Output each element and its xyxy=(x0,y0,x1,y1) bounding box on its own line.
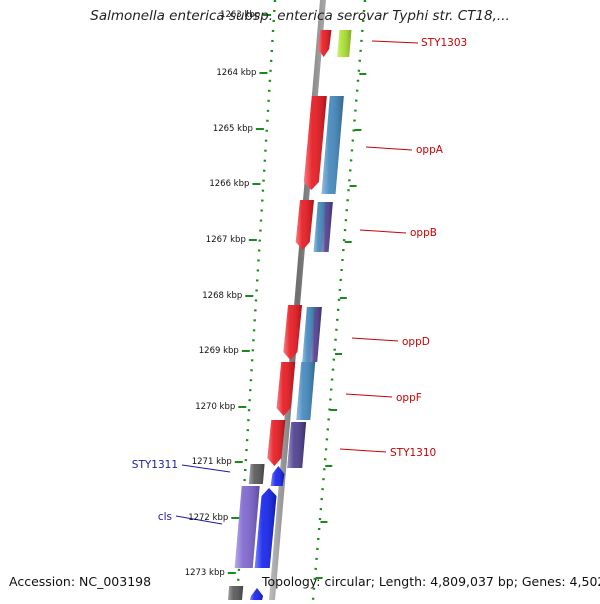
label-leader-line xyxy=(345,393,393,398)
gene-block-shade xyxy=(337,30,352,57)
label-leader-line xyxy=(365,146,413,151)
tick-label: 1269 kbp xyxy=(199,346,239,356)
label-leader-line xyxy=(359,229,407,234)
gene-label-oppa[interactable]: oppA xyxy=(416,144,444,156)
label-leader-line xyxy=(371,40,419,44)
gene-block-shade xyxy=(321,202,333,252)
gene-block-shade xyxy=(321,96,344,194)
label-leader-line xyxy=(351,337,399,342)
gene-label-sty1310[interactable]: STY1310 xyxy=(390,447,436,459)
gene-block-shade xyxy=(267,420,286,466)
gene-block-shade xyxy=(248,464,265,484)
gene-block-shade xyxy=(296,362,316,420)
gene-label-oppb[interactable]: oppB xyxy=(410,227,437,239)
tick-label: 1270 kbp xyxy=(195,402,235,412)
gene-block-shade xyxy=(250,588,264,600)
label-leader-line xyxy=(339,448,387,453)
chromosome-axis xyxy=(269,0,326,600)
sequence-title: Salmonella enterica subsp. enterica sero… xyxy=(90,8,510,24)
gene-block-shade xyxy=(295,200,314,250)
gene-block-shade xyxy=(303,96,327,190)
tick-label: 1266 kbp xyxy=(209,179,249,189)
position-ticks: 1263 kbp 1264 kbp 1265 kbp 1266 kbp 1267 kbp… xyxy=(185,10,272,578)
tick-label: 1265 kbp xyxy=(213,124,253,134)
gene-block-shade xyxy=(276,362,296,416)
gene-block-shade xyxy=(228,586,244,600)
gene-track xyxy=(228,30,352,600)
label-leader-line xyxy=(181,464,231,473)
gene-block-shade xyxy=(234,486,260,568)
gene-block-shade xyxy=(318,30,332,57)
gene-block-shade xyxy=(302,307,316,362)
gene-block-shade xyxy=(287,422,307,468)
tick-label: 1268 kbp xyxy=(202,291,242,301)
gene-labels: STY1303 oppA oppB oppD oppF STY1310 STY1311 cls xyxy=(132,37,467,525)
accession-label: Accession: NC_003198 xyxy=(9,574,152,589)
label-leader-line xyxy=(175,515,223,525)
gene-block-shade xyxy=(254,488,277,568)
tick-label: 1272 kbp xyxy=(188,513,228,523)
genome-axis xyxy=(269,0,326,600)
gene-label-sty1311[interactable]: STY1311 xyxy=(132,459,178,471)
tick-label: 1271 kbp xyxy=(192,457,232,467)
tick-label: 1267 kbp xyxy=(206,235,246,245)
gene-label-oppf[interactable]: oppF xyxy=(396,392,422,404)
tick-label: 1264 kbp xyxy=(216,68,256,78)
gene-block-shade xyxy=(310,307,322,362)
tick-label: 1273 kbp xyxy=(185,568,225,578)
gene-label-cls[interactable]: cls xyxy=(158,511,172,523)
topology-summary: Topology: circular; Length: 4,809,037 bp… xyxy=(262,574,600,589)
gene-block-shade xyxy=(283,305,303,360)
ruler-line xyxy=(311,0,367,601)
gene-label-oppd[interactable]: oppD xyxy=(402,336,430,348)
gene-block-shade xyxy=(270,466,285,486)
tick-label: 1263 kbp xyxy=(220,10,260,20)
gene-label-sty1303[interactable]: STY1303 xyxy=(421,37,467,49)
